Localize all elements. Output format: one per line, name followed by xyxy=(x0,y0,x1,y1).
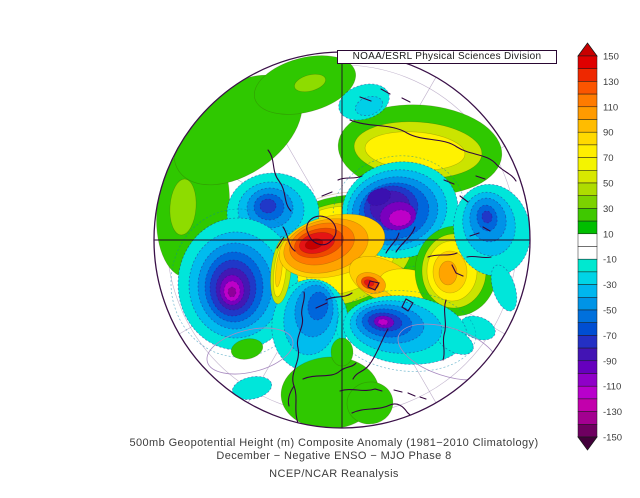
colorbar-label: -130 xyxy=(603,407,622,418)
colorbar-cell xyxy=(578,386,597,399)
provider-label: NOAA/ESRL Physical Sciences Division xyxy=(353,51,542,62)
colorbar-cell xyxy=(578,120,597,133)
colorbar-cell xyxy=(578,94,597,107)
colorbar-label: 10 xyxy=(603,229,614,240)
colorbar-cell xyxy=(578,158,597,171)
colorbar-label: -110 xyxy=(603,382,621,393)
colorbar-label: -50 xyxy=(603,306,617,317)
colorbar-label: -30 xyxy=(603,280,617,291)
colorbar-label: -10 xyxy=(603,255,617,266)
colorbar-label: -90 xyxy=(603,356,617,367)
colorbar-cell xyxy=(578,145,597,158)
contour-blob xyxy=(260,199,276,213)
colorbar-cell xyxy=(578,310,597,323)
colorbar-cell xyxy=(578,285,597,298)
colorbar: 150 130 110 90 70 50 30 10 -10 -30 -50 -70 -90 -110 -1… xyxy=(578,43,622,450)
contour-fill-layer xyxy=(150,45,539,432)
colorbar-cell xyxy=(578,208,597,221)
colorbar-cell xyxy=(578,297,597,310)
colorbar-cell xyxy=(578,170,597,183)
colorbar-label: -70 xyxy=(603,331,617,342)
colorbar-cell xyxy=(578,107,597,120)
colorbar-cell xyxy=(578,348,597,361)
contour-blob xyxy=(228,287,236,297)
colorbar-cell xyxy=(578,247,597,260)
figure-source: NCEP/NCAR Reanalysis xyxy=(14,468,640,480)
colorbar-top-arrow xyxy=(578,43,597,56)
colorbar-cell xyxy=(578,221,597,234)
colorbar-cell xyxy=(578,81,597,94)
provider-label-box: NOAA/ESRL Physical Sciences Division xyxy=(337,50,557,64)
colorbar-cell xyxy=(578,259,597,272)
figure-title: 500mb Geopotential Height (m) Composite … xyxy=(14,437,640,449)
colorbar-cell xyxy=(578,424,597,437)
anomaly-map-figure: 150 130 110 90 70 50 30 10 -10 -30 -50 -70 -90 -110 -1… xyxy=(0,0,640,498)
contour-blob xyxy=(439,261,457,285)
colorbar-cell xyxy=(578,183,597,196)
colorbar-cell xyxy=(578,272,597,285)
colorbar-label: 150 xyxy=(603,52,619,63)
colorbar-cell xyxy=(578,69,597,82)
colorbar-label: 50 xyxy=(603,179,614,190)
colorbar-cell xyxy=(578,335,597,348)
figure-subtitle: December − Negative ENSO − MJO Phase 8 xyxy=(14,450,640,462)
colorbar-cell xyxy=(578,412,597,425)
caption-block: 500mb Geopotential Height (m) Composite … xyxy=(14,437,640,480)
colorbar-cell xyxy=(578,56,597,69)
colorbar-cell xyxy=(578,361,597,374)
colorbar-cell xyxy=(578,374,597,387)
colorbar-label: 30 xyxy=(603,204,614,215)
colorbar-label: 130 xyxy=(603,77,619,88)
colorbar-label: 70 xyxy=(603,153,614,164)
colorbar-cell xyxy=(578,132,597,145)
colorbar-label: 110 xyxy=(603,102,618,113)
colorbar-cell xyxy=(578,234,597,247)
colorbar-cell xyxy=(578,323,597,336)
colorbar-label: 90 xyxy=(603,128,614,139)
figure-page: 150 130 110 90 70 50 30 10 -10 -30 -50 -70 -90 -110 -1… xyxy=(0,0,640,498)
colorbar-cell xyxy=(578,399,597,412)
colorbar-cell xyxy=(578,196,597,209)
